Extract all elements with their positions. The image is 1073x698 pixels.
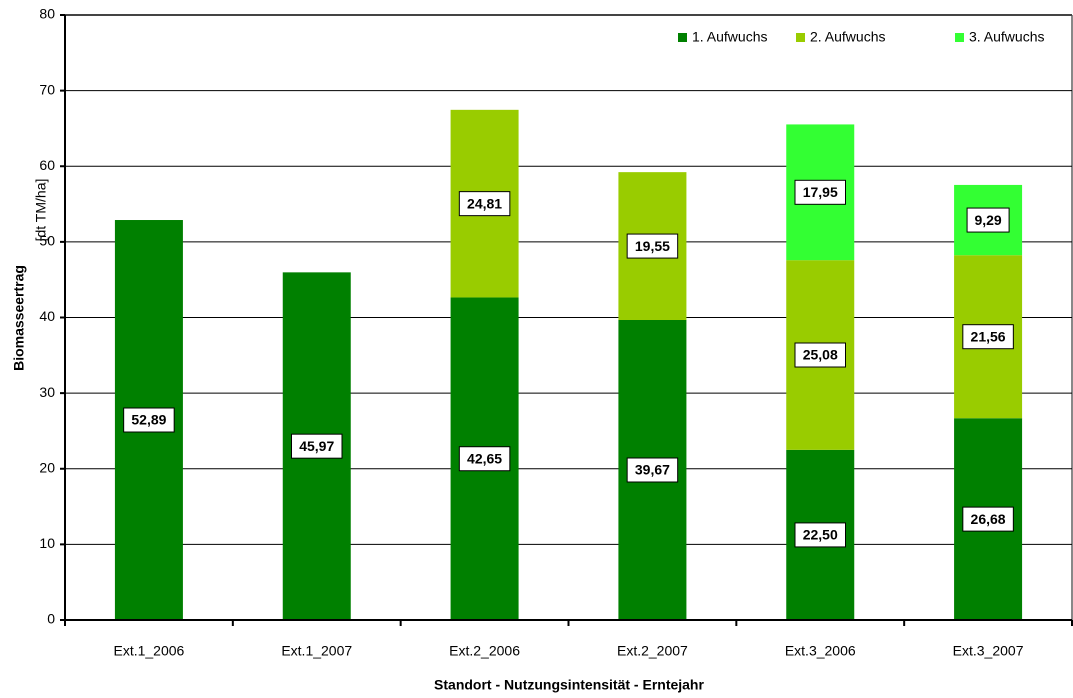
data-label-box <box>626 233 679 259</box>
x-tick-label: Ext.1_2007 <box>281 643 352 659</box>
data-label-box <box>626 457 679 483</box>
y-tick-label: 60 <box>39 157 55 173</box>
legend-swatch <box>678 33 687 42</box>
data-label: 9,29 <box>974 212 1001 228</box>
x-tick-label: Ext.3_2007 <box>953 643 1024 659</box>
x-tick-label: Ext.1_2006 <box>113 643 184 659</box>
y-tick-label: 20 <box>39 459 55 475</box>
legend-swatch <box>796 33 805 42</box>
y-tick-label: 10 <box>39 535 55 551</box>
data-label: 17,95 <box>803 184 838 200</box>
x-tick-label: Ext.2_2006 <box>449 643 520 659</box>
data-label: 25,08 <box>803 347 838 363</box>
legend-label: 1. Aufwuchs <box>692 29 768 45</box>
y-tick-label: 70 <box>39 81 55 97</box>
data-label: 45,97 <box>299 438 334 454</box>
y-tick-label: 50 <box>39 233 55 249</box>
data-label-box <box>794 522 846 548</box>
data-label-box <box>458 191 511 217</box>
y-tick-label: 80 <box>39 6 55 22</box>
y-tick-label: 30 <box>39 384 55 400</box>
data-label-box <box>962 324 1014 350</box>
data-label-box <box>123 407 175 433</box>
data-label-box <box>458 446 511 472</box>
y-tick-label: 40 <box>39 308 55 324</box>
y-tick-label: 0 <box>47 611 55 627</box>
legend-label: 2. Aufwuchs <box>810 29 886 45</box>
x-tick-label: Ext.3_2006 <box>785 643 856 659</box>
data-label: 19,55 <box>635 238 670 254</box>
data-label-box <box>291 433 343 459</box>
y-axis-unit: [dt TM/ha] <box>33 179 49 242</box>
legend-swatch <box>955 33 964 42</box>
data-label: 39,67 <box>635 462 670 478</box>
x-tick-label: Ext.2_2007 <box>617 643 688 659</box>
legend-label: 3. Aufwuchs <box>969 29 1045 45</box>
data-label: 22,50 <box>803 527 838 543</box>
x-axis-label: Standort - Nutzungsintensität - Erntejah… <box>434 677 704 693</box>
data-label: 42,65 <box>467 450 502 466</box>
data-label: 52,89 <box>131 412 166 428</box>
data-label-box <box>966 207 1010 233</box>
data-label: 21,56 <box>971 328 1006 344</box>
y-axis-label: Biomasseertrag <box>11 265 27 371</box>
data-label: 26,68 <box>971 511 1006 527</box>
data-label-box <box>962 506 1014 532</box>
data-label-box <box>794 342 846 368</box>
data-label-box <box>794 179 846 205</box>
data-label: 24,81 <box>467 195 502 211</box>
